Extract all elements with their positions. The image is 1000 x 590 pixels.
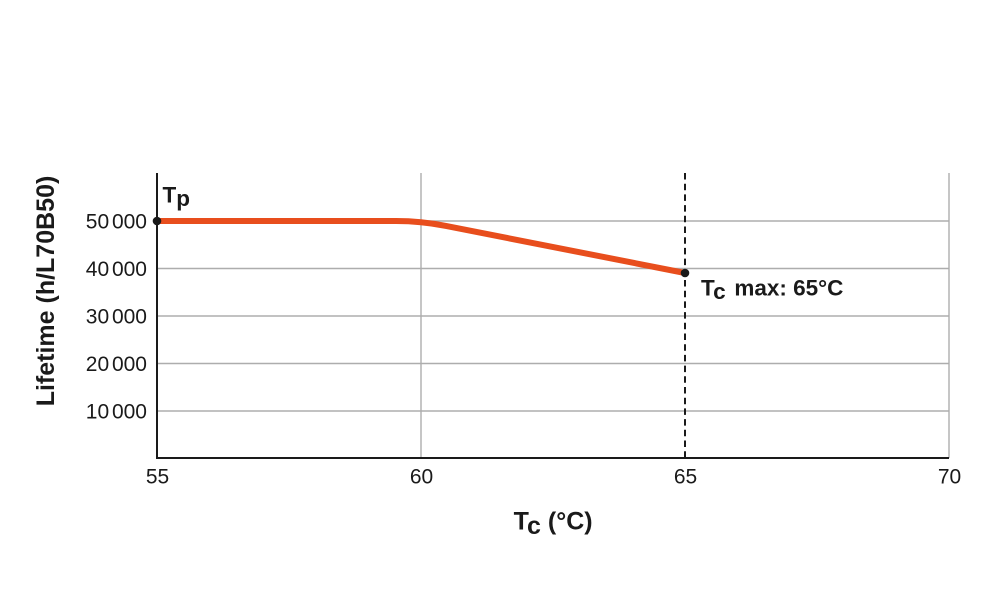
svg-text:65: 65 — [674, 466, 697, 489]
svg-text:70: 70 — [938, 466, 961, 489]
svg-text:60: 60 — [410, 466, 433, 489]
svg-text:Tp: Tp — [163, 183, 191, 212]
svg-text:55: 55 — [146, 466, 169, 489]
svg-text:Tc max: 65°C: Tc max: 65°C — [701, 276, 843, 305]
svg-text:Tc (°C): Tc (°C) — [514, 508, 593, 541]
svg-text:Lifetime (h/L70B50): Lifetime (h/L70B50) — [32, 176, 60, 407]
